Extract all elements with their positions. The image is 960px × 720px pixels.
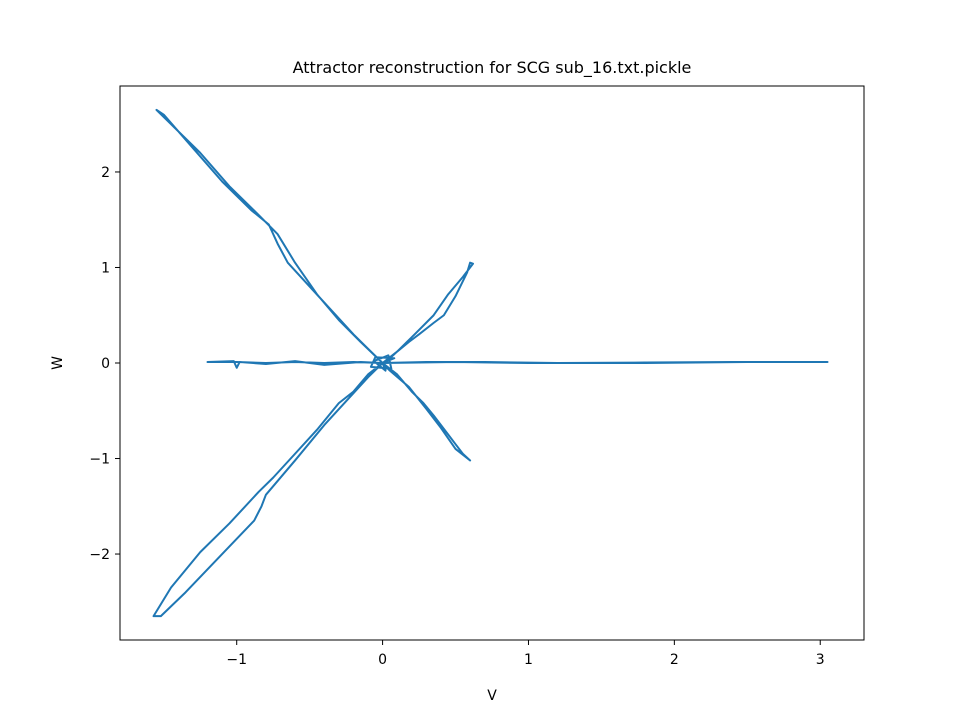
y-axis-label: W: [50, 356, 66, 370]
series-line-0: [152, 108, 829, 618]
y-axis-ticks: −2 −1 0 1 2: [89, 165, 120, 563]
y-tick-label: 2: [101, 165, 110, 181]
y-tick-label: −2: [89, 547, 110, 563]
chart-title: Attractor reconstruction for SCG sub_16.…: [293, 58, 692, 78]
x-tick-label: 3: [816, 652, 825, 668]
x-axis-ticks: −1 0 1 2 3: [226, 640, 825, 668]
y-tick-label: −1: [89, 452, 110, 468]
x-tick-label: 2: [670, 652, 679, 668]
x-axis-label: V: [487, 688, 497, 704]
y-tick-label: 0: [101, 356, 110, 372]
y-tick-label: 1: [101, 260, 110, 276]
x-tick-label: 0: [378, 652, 387, 668]
plot-marks: [152, 108, 829, 618]
x-tick-label: 1: [524, 652, 533, 668]
x-tick-label: −1: [226, 652, 247, 668]
